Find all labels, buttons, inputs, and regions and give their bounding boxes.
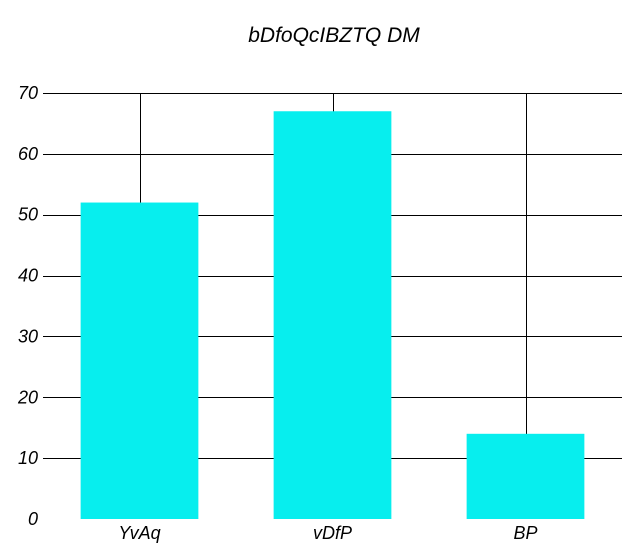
y-tick-label: 50 [18,205,38,225]
bars [80,111,585,520]
chart-title: bDfoQcIBZTQ DM [248,24,420,47]
y-tick-label: 0 [28,509,38,529]
y-tick-label: 20 [17,387,38,407]
y-tick-labels: 0 10 20 30 40 50 60 70 [17,83,38,529]
x-tick-label: YvAq [118,523,160,543]
bar [80,202,199,520]
y-tick-label: 30 [18,326,38,346]
x-tick-label: BP [513,523,537,543]
x-tick-label: vDfP [313,523,352,543]
x-tick-labels: YvAq vDfP BP [118,523,537,543]
y-tick-label: 70 [18,83,38,103]
y-tick-label: 10 [18,448,38,468]
y-tick-label: 40 [18,266,38,286]
bar [466,433,585,519]
y-tick-label: 60 [18,144,38,164]
bar [273,111,392,519]
